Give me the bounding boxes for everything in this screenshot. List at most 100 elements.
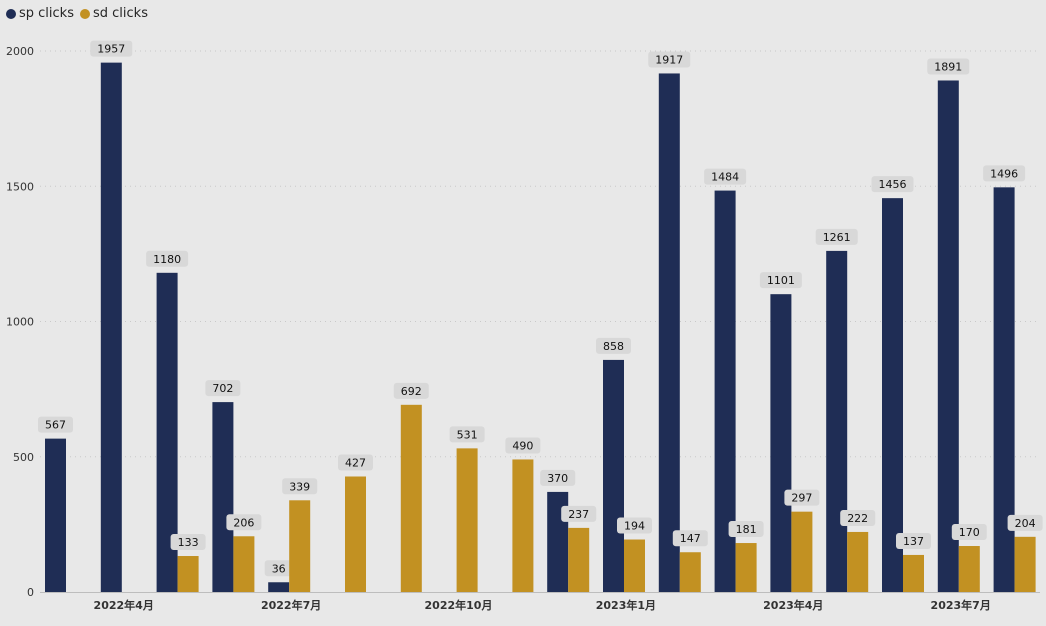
data-label: 181 — [736, 523, 757, 536]
data-label: 692 — [401, 385, 422, 398]
y-tick-label: 500 — [13, 451, 34, 464]
x-tick-label: 2022年4月 — [94, 598, 154, 612]
data-label: 170 — [959, 526, 980, 539]
data-label: 490 — [512, 439, 533, 452]
data-label-box — [896, 532, 931, 549]
data-label: 1456 — [879, 178, 907, 191]
bar-sp-clicks[interactable] — [45, 438, 66, 592]
data-label: 567 — [45, 419, 66, 432]
data-label: 1917 — [655, 53, 683, 66]
bar-sd-clicks[interactable] — [1014, 536, 1036, 592]
bar-sp-clicks[interactable] — [882, 198, 903, 593]
data-label-box — [505, 437, 541, 454]
x-tick-label: 2023年4月 — [763, 598, 823, 612]
bar-sp-clicks[interactable] — [770, 294, 792, 592]
bar-sp-clicks[interactable] — [658, 73, 680, 593]
data-label-box — [393, 382, 429, 399]
data-label-box — [759, 272, 802, 289]
data-label-box — [264, 560, 293, 577]
bar-sp-clicks[interactable] — [100, 62, 122, 593]
data-label-box — [927, 58, 970, 75]
data-label-box — [205, 380, 241, 397]
data-label-box — [596, 337, 631, 354]
bar-sd-clicks[interactable] — [400, 404, 422, 592]
data-label: 36 — [272, 562, 286, 575]
bar-sp-clicks[interactable] — [937, 80, 959, 592]
legend-item-sd-clicks[interactable]: sd clicks — [79, 6, 148, 21]
x-tick-label: 2023年7月 — [931, 598, 991, 612]
data-label-box — [648, 51, 691, 68]
data-label: 1891 — [934, 60, 962, 73]
bar-sp-clicks[interactable] — [212, 402, 234, 592]
data-label: 206 — [233, 516, 254, 529]
data-label: 339 — [289, 480, 310, 493]
data-label-box — [704, 168, 747, 185]
data-label: 531 — [457, 428, 478, 441]
data-label: 147 — [680, 532, 701, 545]
bar-sd-clicks[interactable] — [233, 536, 255, 592]
data-label-box — [226, 514, 262, 531]
data-label: 1484 — [711, 171, 739, 184]
data-label-box — [146, 250, 189, 267]
data-label: 137 — [903, 535, 924, 548]
bar-sd-clicks[interactable] — [512, 459, 534, 592]
data-label: 1180 — [153, 253, 181, 266]
data-label: 133 — [178, 536, 199, 549]
x-tick-label: 2022年10月 — [425, 598, 493, 612]
bar-sp-clicks[interactable] — [714, 190, 736, 592]
y-tick-label: 0 — [27, 586, 34, 599]
data-label-box — [815, 228, 858, 245]
legend-dot-icon — [79, 8, 90, 19]
bar-sd-clicks[interactable] — [456, 448, 478, 592]
bar-sp-clicks[interactable] — [603, 359, 624, 592]
bar-sd-clicks[interactable] — [568, 527, 590, 592]
bar-sd-clicks[interactable] — [289, 500, 311, 592]
data-label: 427 — [345, 456, 366, 469]
data-label: 194 — [624, 520, 645, 533]
bar-sd-clicks[interactable] — [903, 554, 924, 592]
data-label-box — [840, 509, 876, 526]
y-tick-label: 1000 — [6, 316, 34, 329]
bar-sd-clicks[interactable] — [679, 552, 701, 592]
data-label-box — [170, 534, 206, 551]
bar-sp-clicks[interactable] — [268, 582, 290, 592]
data-label-box — [983, 165, 1026, 182]
legend-dot-icon — [6, 8, 16, 19]
bar-sp-clicks[interactable] — [156, 272, 178, 592]
data-label-box — [728, 521, 764, 538]
data-label-box — [672, 530, 708, 547]
data-label-box — [561, 505, 597, 522]
legend: sp clicks sd clicks — [6, 6, 148, 21]
data-label-box — [38, 416, 73, 433]
bar-sd-clicks[interactable] — [345, 476, 366, 592]
bar-sd-clicks[interactable] — [847, 531, 869, 592]
y-tick-label: 2000 — [6, 45, 34, 58]
data-label: 702 — [212, 382, 233, 395]
data-label-box — [871, 176, 914, 193]
bar-sp-clicks[interactable] — [993, 187, 1015, 592]
data-label: 204 — [1015, 517, 1036, 530]
data-label-box — [449, 426, 485, 443]
legend-label-sp: sp clicks — [19, 6, 74, 21]
data-label: 237 — [568, 508, 589, 521]
data-label-box — [540, 469, 576, 486]
x-tick-label: 2022年7月 — [261, 598, 321, 612]
bar-sd-clicks[interactable] — [177, 556, 199, 592]
bar-sd-clicks[interactable] — [791, 511, 813, 592]
data-label: 370 — [547, 472, 568, 485]
y-tick-label: 1500 — [6, 180, 34, 193]
data-label: 1261 — [823, 231, 851, 244]
data-label-box — [338, 454, 373, 471]
data-label: 222 — [847, 512, 868, 525]
x-tick-label: 2023年1月 — [596, 598, 656, 612]
bar-sp-clicks[interactable] — [826, 250, 848, 592]
legend-item-sp-clicks[interactable]: sp clicks — [6, 6, 74, 21]
data-label-box — [951, 524, 987, 541]
bar-sd-clicks[interactable] — [958, 546, 980, 592]
data-label-box — [1007, 514, 1043, 531]
data-label-box — [617, 517, 652, 534]
bar-sd-clicks[interactable] — [624, 539, 645, 592]
bar-sd-clicks[interactable] — [735, 543, 757, 592]
data-label: 1101 — [767, 274, 795, 287]
